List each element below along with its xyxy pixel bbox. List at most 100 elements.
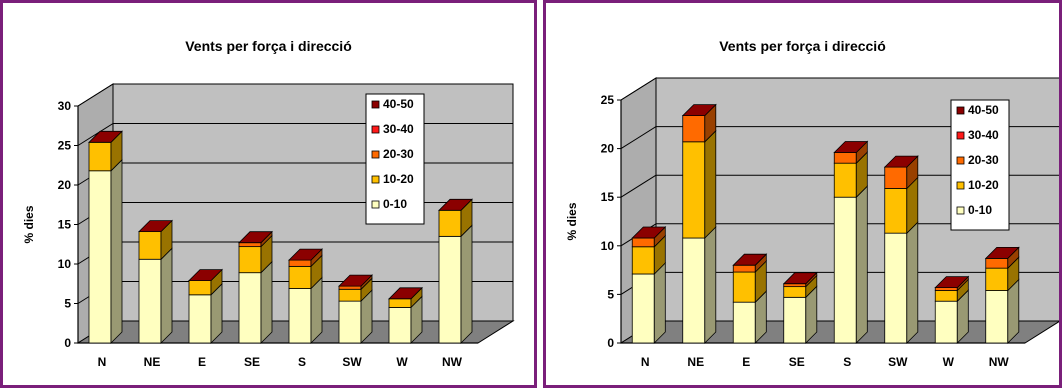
bar-segment-side <box>855 185 868 344</box>
bar-segment-side <box>160 247 173 344</box>
x-tick-label: S <box>843 355 851 369</box>
legend-label: 20-30 <box>968 153 999 167</box>
y-tick-label: 15 <box>601 190 615 204</box>
bar-top <box>984 246 1020 259</box>
gridline-side <box>620 174 657 198</box>
bar-top <box>681 104 717 116</box>
bar-segment <box>338 288 362 302</box>
chart-title: Vents per força i direcció <box>185 38 352 54</box>
y-axis-label: % dies <box>22 205 36 243</box>
bar-segment-side <box>704 226 717 344</box>
bar-top <box>288 248 323 261</box>
bar-segment <box>985 267 1009 291</box>
bar-segment <box>833 162 857 198</box>
gridline-side <box>620 77 657 101</box>
x-tick-label: SE <box>789 355 805 369</box>
x-tick-label: NE <box>687 355 704 369</box>
legend-label: 40-50 <box>968 103 999 117</box>
bar-segment <box>288 288 312 344</box>
bar-segment <box>438 235 462 344</box>
legend-label: 40-50 <box>383 97 414 111</box>
legend-label: 10-20 <box>968 178 999 192</box>
legend-swatch <box>956 181 965 190</box>
bar-segment <box>338 285 362 290</box>
bar-top <box>338 274 373 287</box>
y-tick-label: 0 <box>607 336 614 350</box>
x-tick-label: NW <box>989 355 1010 369</box>
x-tick-label: E <box>742 355 750 369</box>
bar-segment <box>438 209 462 237</box>
bar-segment <box>288 259 312 267</box>
legend-swatch <box>956 156 965 165</box>
legend-swatch <box>956 206 965 215</box>
bar-segment <box>884 188 908 234</box>
bar-segment-side <box>653 262 666 344</box>
bar-segment <box>884 232 908 344</box>
gridline-side <box>77 83 114 107</box>
y-tick-label: 5 <box>64 297 71 311</box>
x-tick-label: S <box>298 355 306 369</box>
bar-top <box>188 269 223 282</box>
x-tick-label: E <box>198 355 206 369</box>
bar-segment <box>238 272 262 344</box>
bar-segment-side <box>460 224 473 344</box>
y-tick-label: 10 <box>601 239 615 253</box>
legend-label: 30-40 <box>383 122 414 136</box>
bar-segment <box>934 300 958 344</box>
bar-segment <box>783 286 807 298</box>
chart-panel-right: Vents per força i direcció 0 5 10 15 20 25 % di… <box>543 0 1062 388</box>
bar-top <box>631 226 667 239</box>
x-tick-label: NE <box>144 355 161 369</box>
y-tick-label: 20 <box>601 142 615 156</box>
chart-panel-left: Vents per força i direcció 0 5 10 15 20 25 30 % … <box>0 0 537 388</box>
bar-segment <box>732 264 756 273</box>
y-axis-label: % dies <box>565 202 579 240</box>
bar-segment <box>631 273 655 344</box>
gridline-side <box>77 123 114 146</box>
bar-segment <box>783 296 807 344</box>
bar-segment <box>88 141 112 172</box>
bar-top <box>732 253 768 266</box>
bar-segment <box>985 258 1009 269</box>
y-tick-label: 25 <box>601 93 615 107</box>
bar-segment <box>833 152 857 164</box>
y-tick-label: 25 <box>58 139 72 153</box>
bar-segment <box>388 307 412 344</box>
y-tick-label: 30 <box>58 99 72 113</box>
legend-label: 0-10 <box>383 197 407 211</box>
bar-top <box>883 155 919 168</box>
bar-segment <box>783 283 807 288</box>
bar-top <box>238 231 273 244</box>
x-tick-label: W <box>943 355 955 369</box>
bar-top <box>138 220 173 233</box>
y-tick-label: 15 <box>58 218 72 232</box>
bar-segment <box>934 290 958 302</box>
bar-segment <box>682 115 706 143</box>
legend-swatch <box>956 106 965 115</box>
bar-segment <box>388 298 412 308</box>
bar-segment-side <box>110 158 123 344</box>
x-tick-label: NW <box>442 355 463 369</box>
x-tick-label: SW <box>888 355 908 369</box>
legend-label: 0-10 <box>968 203 992 217</box>
bar-top <box>88 130 123 143</box>
bar-segment <box>833 196 857 344</box>
bar-segment <box>732 271 756 303</box>
bar-segment <box>338 300 362 344</box>
bar-top <box>934 276 970 289</box>
bar-segment <box>188 294 212 344</box>
bar-top <box>388 287 423 300</box>
bar-segment <box>985 290 1009 344</box>
bar-segment <box>238 246 262 274</box>
bar-segment <box>238 242 262 248</box>
wind-chart-right: Vents per força i direcció 0 5 10 15 20 25 % di… <box>565 38 1059 369</box>
legend-swatch <box>956 131 965 140</box>
y-tick-label: 5 <box>607 287 614 301</box>
x-tick-label: W <box>396 355 408 369</box>
y-tick-label: 20 <box>58 178 72 192</box>
legend-swatch <box>371 200 380 209</box>
y-tick-label: 0 <box>64 336 71 350</box>
bar-segment <box>732 301 756 344</box>
bar-segment <box>934 287 958 291</box>
x-tick-label: N <box>98 355 107 369</box>
